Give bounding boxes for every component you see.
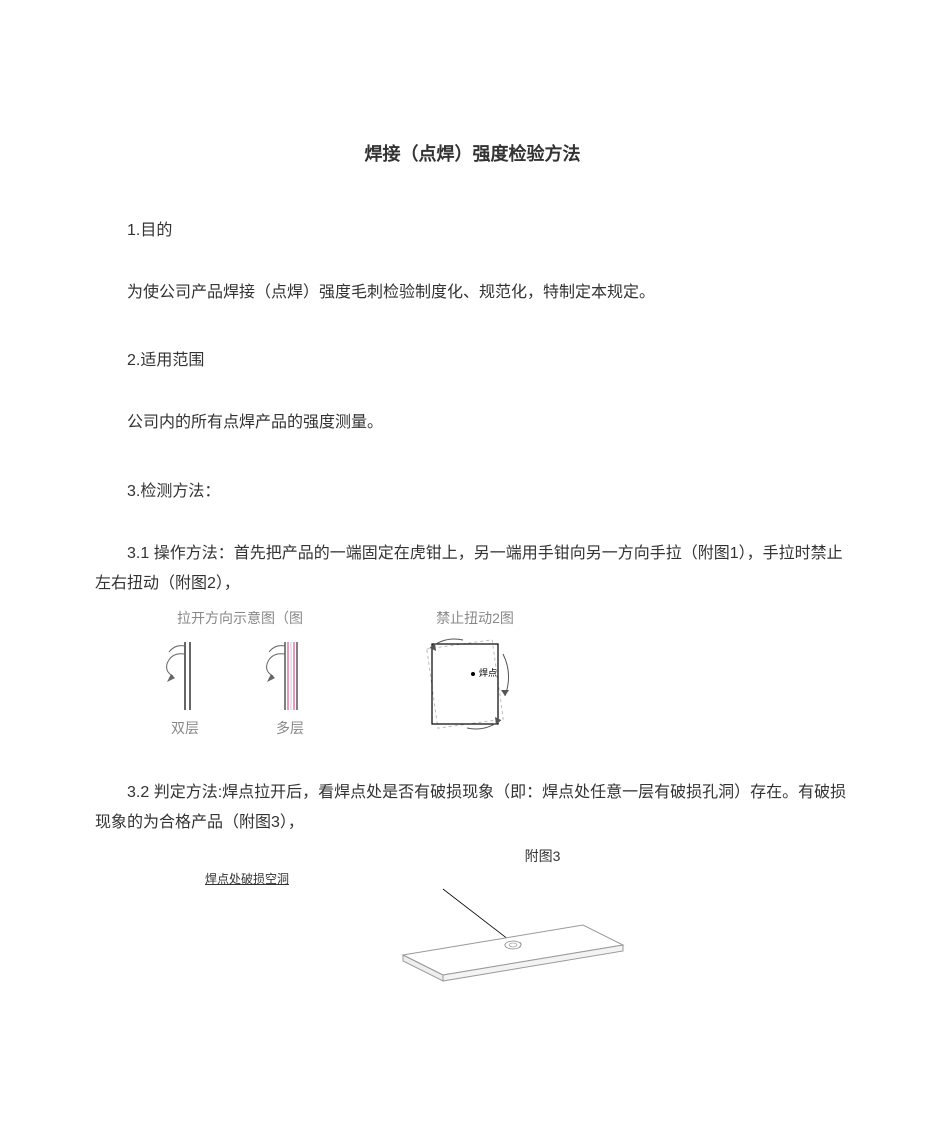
- figure-3-annotation: 焊点处破损空洞: [205, 870, 289, 887]
- section-3-2-text: 3.2 判定方法:焊点拉开后，看焊点处是否有破损现象（即：焊点处任意一层有破损孔…: [95, 784, 846, 831]
- figure-2: 禁止扭动2图 焊点: [405, 608, 545, 734]
- section-1-heading: 1.目的: [95, 216, 850, 240]
- section-3-1-text: 3.1 操作方法：首先把产品的一端固定在虎钳上，另一端用手钳向另一方向手拉（附图…: [95, 545, 843, 592]
- figure-1-caption: 拉开方向示意图（图: [177, 608, 303, 628]
- figure-1-layers: 双层 多层: [155, 634, 325, 738]
- section-3-1-body: 3.1 操作方法：首先把产品的一端固定在虎钳上，另一端用手钳向另一方向手拉（附图…: [95, 539, 850, 600]
- figure-3: 附图3 焊点处破损空洞: [175, 846, 850, 1005]
- figure-1-double-layer: 双层: [155, 634, 215, 738]
- figure-1: 拉开方向示意图（图 双层: [155, 608, 325, 738]
- section-2-body: 公司内的所有点焊产品的强度测量。: [95, 408, 850, 438]
- figure-3-caption: 附图3: [525, 846, 561, 866]
- section-2-heading: 2.适用范围: [95, 346, 850, 370]
- figure-3-svg: [373, 885, 653, 1005]
- multi-layer-svg: [255, 634, 325, 712]
- section-1-body: 为使公司产品焊接（点焊）强度毛刺检验制度化、规范化，特制定本规定。: [95, 278, 850, 308]
- document-title: 焊接（点焊）强度检验方法: [95, 140, 850, 166]
- figure-1-multi-label: 多层: [276, 718, 304, 738]
- figure-1-multi-layer: 多层: [255, 634, 325, 738]
- section-3-heading: 3.检测方法：: [95, 477, 850, 501]
- figure-1-double-label: 双层: [171, 718, 199, 738]
- figure-2-caption: 禁止扭动2图: [436, 608, 514, 628]
- figure-2-svg: 焊点: [405, 634, 545, 734]
- figure-row-1-2: 拉开方向示意图（图 双层: [155, 608, 850, 738]
- double-layer-svg: [155, 634, 215, 712]
- figure-2-weld-label: 焊点: [479, 667, 497, 678]
- section-3-2-body: 3.2 判定方法:焊点拉开后，看焊点处是否有破损现象（即：焊点处任意一层有破损孔…: [95, 778, 850, 839]
